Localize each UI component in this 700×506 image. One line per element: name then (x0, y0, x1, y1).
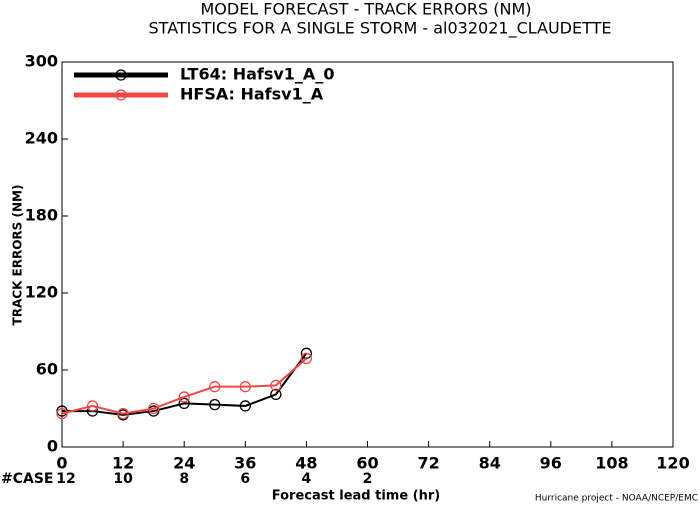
data-point (117, 407, 129, 420)
case-count: 8 (179, 471, 189, 487)
data-point (209, 398, 221, 411)
x-tick-label: 24 (173, 454, 195, 473)
legend-label: LT64: Hafsv1_A_0 (180, 65, 334, 84)
series-line (62, 352, 308, 416)
data-point (178, 397, 190, 410)
data-point (209, 381, 221, 393)
x-tick-label: 84 (479, 454, 501, 473)
legend-marker (115, 69, 127, 81)
data-point (56, 407, 68, 420)
data-point (270, 388, 282, 401)
series-line (61, 357, 308, 415)
y-axis-label: TRACK ERRORS (NM) (11, 185, 25, 326)
legend-label: HFSA: Hafsv1_A (180, 85, 324, 104)
data-point (300, 347, 313, 359)
case-count: 4 (302, 471, 312, 487)
case-label: #CASE (1, 471, 54, 487)
case-count: 2 (363, 471, 373, 487)
x-tick-label: 60 (356, 454, 378, 473)
data-point (300, 352, 313, 365)
chart-subtitle: STATISTICS FOR A SINGLE STORM - al032021… (149, 19, 612, 39)
x-tick-label: 96 (540, 454, 562, 473)
x-tick-label: 0 (56, 454, 67, 473)
footer: Hurricane project - NOAA/NCEP/EMC (535, 494, 698, 504)
y-tick-label: 60 (36, 360, 58, 379)
x-tick-label: 48 (295, 454, 317, 473)
x-tick-label: 108 (595, 454, 628, 473)
x-tick-label: 36 (234, 454, 256, 473)
data-point (270, 379, 282, 392)
y-tick-label: 240 (25, 129, 58, 148)
chart-title: MODEL FORECAST - TRACK ERRORS (NM) (200, 0, 531, 19)
case-count: 6 (240, 471, 250, 487)
x-tick-label: 120 (656, 454, 689, 473)
x-axis-label: Forecast lead time (hr) (272, 489, 440, 504)
plot-frame (61, 61, 674, 448)
data-point (239, 400, 251, 412)
case-count: 10 (113, 471, 133, 487)
case-count: 12 (56, 471, 75, 487)
data-point (86, 400, 99, 412)
x-tick-label: 72 (417, 454, 439, 473)
data-point (239, 381, 251, 393)
y-tick-label: 300 (25, 52, 58, 71)
legend-marker (115, 89, 127, 101)
x-tick-label: 12 (112, 454, 134, 473)
data-point (147, 402, 160, 415)
y-tick-label: 180 (25, 206, 58, 225)
y-tick-label: 0 (47, 437, 58, 456)
data-point (178, 391, 190, 403)
y-tick-label: 120 (25, 283, 58, 302)
